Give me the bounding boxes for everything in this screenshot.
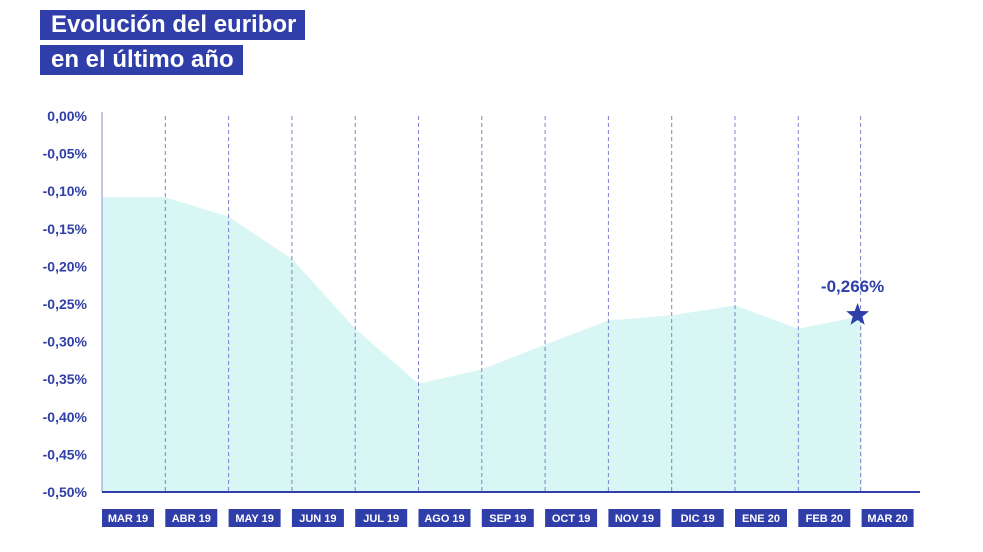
x-tick-label: MAR 20 <box>861 509 914 527</box>
y-tick-label: -0,20% <box>43 258 88 274</box>
x-tick-text: JUL 19 <box>363 513 399 525</box>
x-tick-label: SEP 19 <box>481 509 534 527</box>
x-tick-box <box>798 509 851 527</box>
y-tick-label: -0,10% <box>43 183 88 199</box>
x-tick-label: JUL 19 <box>355 509 408 527</box>
x-tick-box <box>291 509 344 527</box>
x-tick-text: ABR 19 <box>172 513 211 525</box>
y-tick-label: -0,25% <box>43 296 88 312</box>
x-tick-text: AGO 19 <box>424 513 464 525</box>
x-tick-box <box>481 509 534 527</box>
y-tick-label: -0,30% <box>43 334 88 350</box>
x-tick-text: MAY 19 <box>235 513 274 525</box>
y-tick-label: -0,40% <box>43 409 88 425</box>
annotation-label: -0,266% <box>821 277 884 296</box>
chart-title: Evolución del euribor en el último año <box>40 10 306 80</box>
x-tick-box <box>608 509 661 527</box>
x-tick-text: OCT 19 <box>552 513 591 525</box>
annotation: -0,266% <box>821 277 884 325</box>
x-tick-label: MAR 19 <box>102 509 154 527</box>
axes <box>101 112 920 493</box>
y-tick-label: -0,05% <box>43 146 88 162</box>
x-tick-box <box>165 509 218 527</box>
x-tick-box <box>861 509 914 527</box>
x-tick-label: NOV 19 <box>608 509 661 527</box>
x-tick-text: DIC 19 <box>681 513 715 525</box>
x-tick-text: NOV 19 <box>615 513 654 525</box>
x-tick-box <box>418 509 471 527</box>
x-axis-tick-labels: MAR 19 ABR 19 MAY 19 JUN 19 JUL 19 AGO 19 SEP … <box>102 509 914 527</box>
x-tick-text: SEP 19 <box>489 513 526 525</box>
x-tick-label: AGO 19 <box>418 509 471 527</box>
x-tick-text: ENE 20 <box>742 513 780 525</box>
x-tick-box <box>228 509 281 527</box>
x-tick-box <box>102 509 154 527</box>
y-tick-label: -0,35% <box>43 371 88 387</box>
chart-title-line-1: Evolución del euribor <box>40 10 306 40</box>
x-tick-label: MAY 19 <box>228 509 281 527</box>
x-tick-label: FEB 20 <box>798 509 851 527</box>
x-tick-label: ENE 20 <box>735 509 787 527</box>
x-tick-label: DIC 19 <box>671 509 724 527</box>
y-tick-label: -0,15% <box>43 221 88 237</box>
x-tick-box <box>735 509 787 527</box>
x-tick-label: ABR 19 <box>165 509 218 527</box>
chart-title-line-2: en el último año <box>40 45 243 75</box>
y-tick-label: -0,45% <box>43 446 88 462</box>
x-tick-box <box>355 509 408 527</box>
x-tick-label: OCT 19 <box>545 509 598 527</box>
y-tick-label: -0,50% <box>43 484 88 500</box>
star-icon <box>846 303 869 325</box>
x-tick-text: JUN 19 <box>299 513 336 525</box>
x-tick-box <box>671 509 724 527</box>
x-tick-label: JUN 19 <box>291 509 344 527</box>
y-axis-tick-labels: 0,00% -0,05% -0,10% -0,15% -0,20% -0,25% -0,30… <box>43 108 88 500</box>
x-tick-text: MAR 20 <box>867 513 907 525</box>
y-tick-label: 0,00% <box>47 108 87 124</box>
x-tick-text: FEB 20 <box>806 513 843 525</box>
x-tick-text: MAR 19 <box>108 513 148 525</box>
x-tick-box <box>545 509 598 527</box>
